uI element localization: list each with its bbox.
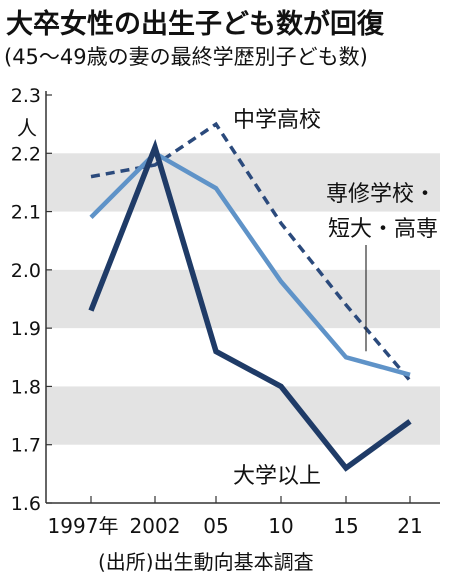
- y-axis-unit: 人: [17, 116, 37, 140]
- x-tick-label: 05: [203, 514, 228, 538]
- series-line-1: [89, 150, 411, 377]
- x-tick-label: 21: [397, 514, 422, 538]
- x-tick-label: 1997年: [48, 514, 119, 538]
- series-line-0: [90, 121, 412, 382]
- y-tick-label: 1.6: [11, 493, 41, 515]
- y-tick-label: 1.8: [11, 376, 41, 398]
- source-note: (出所)出生動向基本調査: [98, 550, 314, 574]
- series-label-2: 大学以上: [233, 464, 321, 489]
- series-label-0: 中学高校: [233, 108, 321, 133]
- y-tick-label: 2.1: [11, 202, 41, 224]
- y-tick-label: 2.0: [11, 260, 41, 282]
- x-tick-label: 2002: [130, 514, 181, 538]
- grid-band-2: [46, 386, 440, 445]
- y-tick-label: 2.2: [11, 143, 41, 165]
- line-chart: 1.6 1.7 1.8 1.9 2.0 2.1 2.2 2.3 人 1997年 2002 05 10 1…: [11, 85, 440, 538]
- y-tick-label: 1.7: [11, 435, 41, 457]
- series-label-1: 専修学校・: [326, 182, 436, 207]
- grid-band-1: [46, 269, 440, 329]
- y-tick-label: 2.3: [11, 85, 41, 107]
- chart-title: 大卒女性の出生子ども数が回復: [6, 9, 384, 40]
- series-line-2: [88, 139, 412, 472]
- series-label-1-line2: 短大・高専: [328, 217, 438, 242]
- x-tick-label: 15: [333, 514, 358, 538]
- chart-subtitle: (45～49歳の妻の最終学歴別子ども数): [4, 45, 368, 69]
- y-tick-label: 1.9: [11, 318, 41, 340]
- x-tick-label: 10: [268, 514, 293, 538]
